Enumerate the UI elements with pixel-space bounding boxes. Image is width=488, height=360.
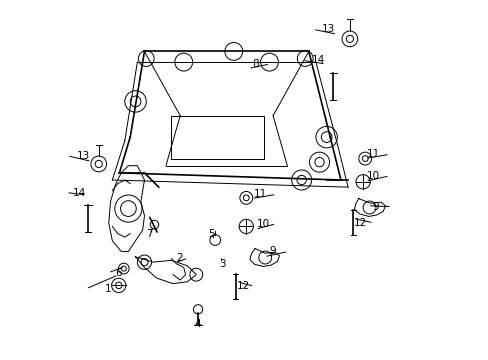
- Text: 5: 5: [208, 229, 215, 239]
- Text: 13: 13: [76, 151, 89, 161]
- Text: 11: 11: [253, 189, 266, 199]
- Text: 9: 9: [268, 247, 275, 256]
- Bar: [171, 116, 264, 158]
- Text: 13: 13: [322, 24, 335, 34]
- Text: 10: 10: [366, 171, 380, 181]
- Text: 14: 14: [311, 55, 324, 65]
- Text: 14: 14: [73, 188, 86, 198]
- Text: 1: 1: [104, 284, 111, 294]
- Text: 3: 3: [219, 259, 225, 269]
- Text: 2: 2: [176, 253, 183, 263]
- Text: 7: 7: [146, 229, 153, 239]
- Text: 9: 9: [372, 202, 379, 212]
- Text: 10: 10: [256, 219, 269, 229]
- Text: 6: 6: [115, 268, 122, 278]
- Text: 11: 11: [366, 149, 380, 159]
- Text: 12: 12: [237, 282, 250, 292]
- Text: 8: 8: [252, 59, 259, 69]
- Text: 12: 12: [353, 218, 366, 228]
- Text: 4: 4: [194, 319, 200, 329]
